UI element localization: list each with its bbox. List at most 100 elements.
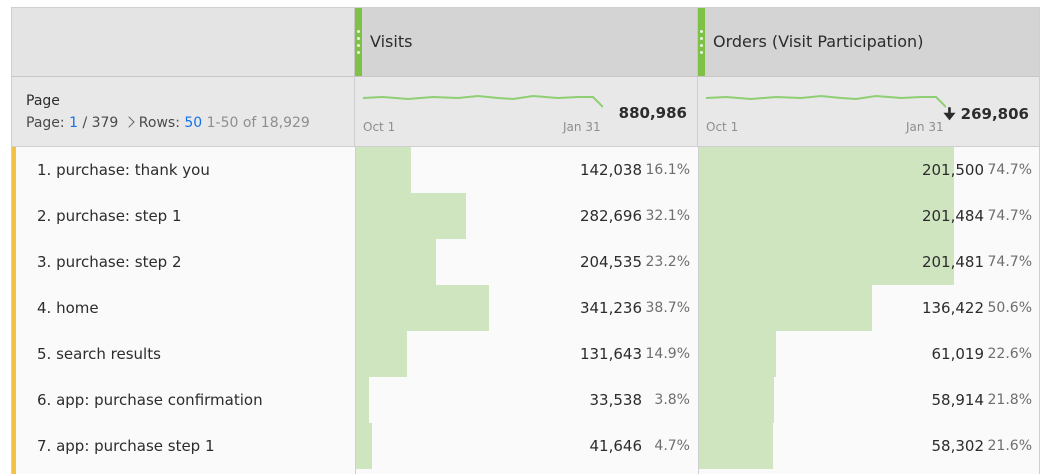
row-label[interactable]: 1. purchase: thank you <box>37 161 210 179</box>
bar-visits <box>356 193 466 239</box>
metric-value: 201,481 <box>921 253 984 271</box>
table-row[interactable] <box>12 469 1039 474</box>
row-range: 1-50 of 18,929 <box>206 115 310 131</box>
metric-value: 33,538 <box>589 391 643 409</box>
metric-total: 880,986 <box>618 104 687 122</box>
metric-percent: 14.9% <box>645 346 690 362</box>
sparkline-end-label: Jan 31 <box>906 120 944 134</box>
bar-orders <box>699 285 872 331</box>
bar-orders <box>699 147 954 193</box>
row-label[interactable]: 2. purchase: step 1 <box>37 207 182 225</box>
sparkline <box>706 94 946 108</box>
cell-orders: 201,500 74.7% <box>698 147 1039 193</box>
metric-value: 201,484 <box>921 207 984 225</box>
row-accent <box>12 193 16 239</box>
row-accent <box>12 377 16 423</box>
metric-header-orders[interactable]: Orders (Visit Participation) <box>698 8 1039 77</box>
cell-orders: 136,422 50.6% <box>698 285 1039 331</box>
rows-label: Rows: <box>138 115 180 131</box>
bar-orders <box>699 377 774 423</box>
row-accent <box>12 469 16 474</box>
metric-value: 201,500 <box>921 161 984 179</box>
cell-visits: 341,236 38.7% <box>355 285 698 331</box>
dimension-header <box>12 8 355 77</box>
metric-value: 131,643 <box>579 345 642 363</box>
cell-visits <box>355 469 698 474</box>
metric-percent: 23.2% <box>645 254 690 270</box>
bar-visits <box>356 331 407 377</box>
table-row[interactable]: 6. app: purchase confirmation 33,538 3.8% 5… <box>12 377 1039 424</box>
cell-orders: 201,481 74.7% <box>698 239 1039 285</box>
row-label[interactable]: 6. app: purchase confirmation <box>37 391 263 409</box>
metric-percent: 50.6% <box>987 300 1032 316</box>
metric-title: Orders (Visit Participation) <box>713 32 924 51</box>
sparkline-start-label: Oct 1 <box>706 120 739 134</box>
metric-percent: 38.7% <box>645 300 690 316</box>
page-total: / 379 <box>82 115 119 131</box>
metric-percent: 74.7% <box>987 208 1032 224</box>
sparkline-end-label: Jan 31 <box>563 120 601 134</box>
metric-total: 🠋 269,806 <box>943 104 1029 129</box>
bar-visits <box>356 239 436 285</box>
cell-orders <box>698 469 1039 474</box>
metric-percent: 74.7% <box>987 162 1032 178</box>
dimension-summary: Page Page: 1 / 379 Rows: 50 1-50 of 18,9… <box>12 77 355 147</box>
cell-orders: 58,302 21.6% <box>698 423 1039 469</box>
bar-visits <box>356 147 411 193</box>
row-accent <box>12 147 16 193</box>
chevron-right-icon[interactable] <box>123 116 135 128</box>
metric-percent: 32.1% <box>645 208 690 224</box>
metric-summary-visits: Oct 1 Jan 31 880,986 <box>355 77 698 147</box>
metric-total-value: 269,806 <box>960 105 1029 123</box>
row-label[interactable]: 5. search results <box>37 345 161 363</box>
cell-visits: 41,646 4.7% <box>355 423 698 469</box>
metric-title: Visits <box>370 32 413 51</box>
metric-value: 204,535 <box>579 253 642 271</box>
row-label[interactable]: 4. home <box>37 299 99 317</box>
page-current-input[interactable]: 1 <box>69 115 78 131</box>
drag-handle-icon[interactable] <box>355 8 362 76</box>
metric-value: 58,914 <box>931 391 985 409</box>
cell-orders: 61,019 22.6% <box>698 331 1039 377</box>
bar-orders <box>699 193 954 239</box>
table-row[interactable]: 1. purchase: thank you 142,038 16.1% 201,50… <box>12 147 1039 194</box>
pagination: Page: 1 / 379 Rows: 50 1-50 of 18,929 <box>26 115 310 131</box>
cell-visits: 131,643 14.9% <box>355 331 698 377</box>
rows-per-page-select[interactable]: 50 <box>184 115 203 131</box>
metric-percent: 21.8% <box>987 392 1032 408</box>
table-row[interactable]: 7. app: purchase step 1 41,646 4.7% 58,302 2… <box>12 423 1039 470</box>
metric-value: 282,696 <box>579 207 642 225</box>
freeform-table: Visits Orders (Visit Participation) Page… <box>11 7 1040 474</box>
bar-orders <box>699 423 773 469</box>
cell-visits: 204,535 23.2% <box>355 239 698 285</box>
dimension-title[interactable]: Page <box>26 93 60 109</box>
row-accent <box>12 331 16 377</box>
table-row[interactable]: 5. search results 131,643 14.9% 61,019 22.6% <box>12 331 1039 378</box>
bar-visits <box>356 285 489 331</box>
row-label[interactable]: 7. app: purchase step 1 <box>37 437 215 455</box>
bar-visits <box>356 423 372 469</box>
row-label[interactable]: 3. purchase: step 2 <box>37 253 182 271</box>
metric-value: 136,422 <box>921 299 984 317</box>
drag-handle-icon[interactable] <box>698 8 705 76</box>
metric-value: 341,236 <box>579 299 642 317</box>
page-label: Page: <box>26 115 65 131</box>
metric-value: 61,019 <box>931 345 985 363</box>
cell-visits: 33,538 3.8% <box>355 377 698 423</box>
metric-percent: 3.8% <box>654 392 690 408</box>
cell-visits: 282,696 32.1% <box>355 193 698 239</box>
bar-orders <box>699 331 776 377</box>
table-row[interactable]: 2. purchase: step 1 282,696 32.1% 201,484 74… <box>12 193 1039 240</box>
metric-header-visits[interactable]: Visits <box>355 8 698 77</box>
cell-visits: 142,038 16.1% <box>355 147 698 193</box>
metric-value: 58,302 <box>931 437 985 455</box>
bar-orders <box>699 239 954 285</box>
row-accent <box>12 239 16 285</box>
sparkline <box>363 94 603 108</box>
table-row[interactable]: 4. home 341,236 38.7% 136,422 50.6% <box>12 285 1039 332</box>
bar-visits <box>356 377 369 423</box>
metric-value: 142,038 <box>579 161 642 179</box>
metric-percent: 22.6% <box>987 346 1032 362</box>
table-row[interactable]: 3. purchase: step 2 204,535 23.2% 201,481 74… <box>12 239 1039 286</box>
metric-value: 41,646 <box>589 437 643 455</box>
